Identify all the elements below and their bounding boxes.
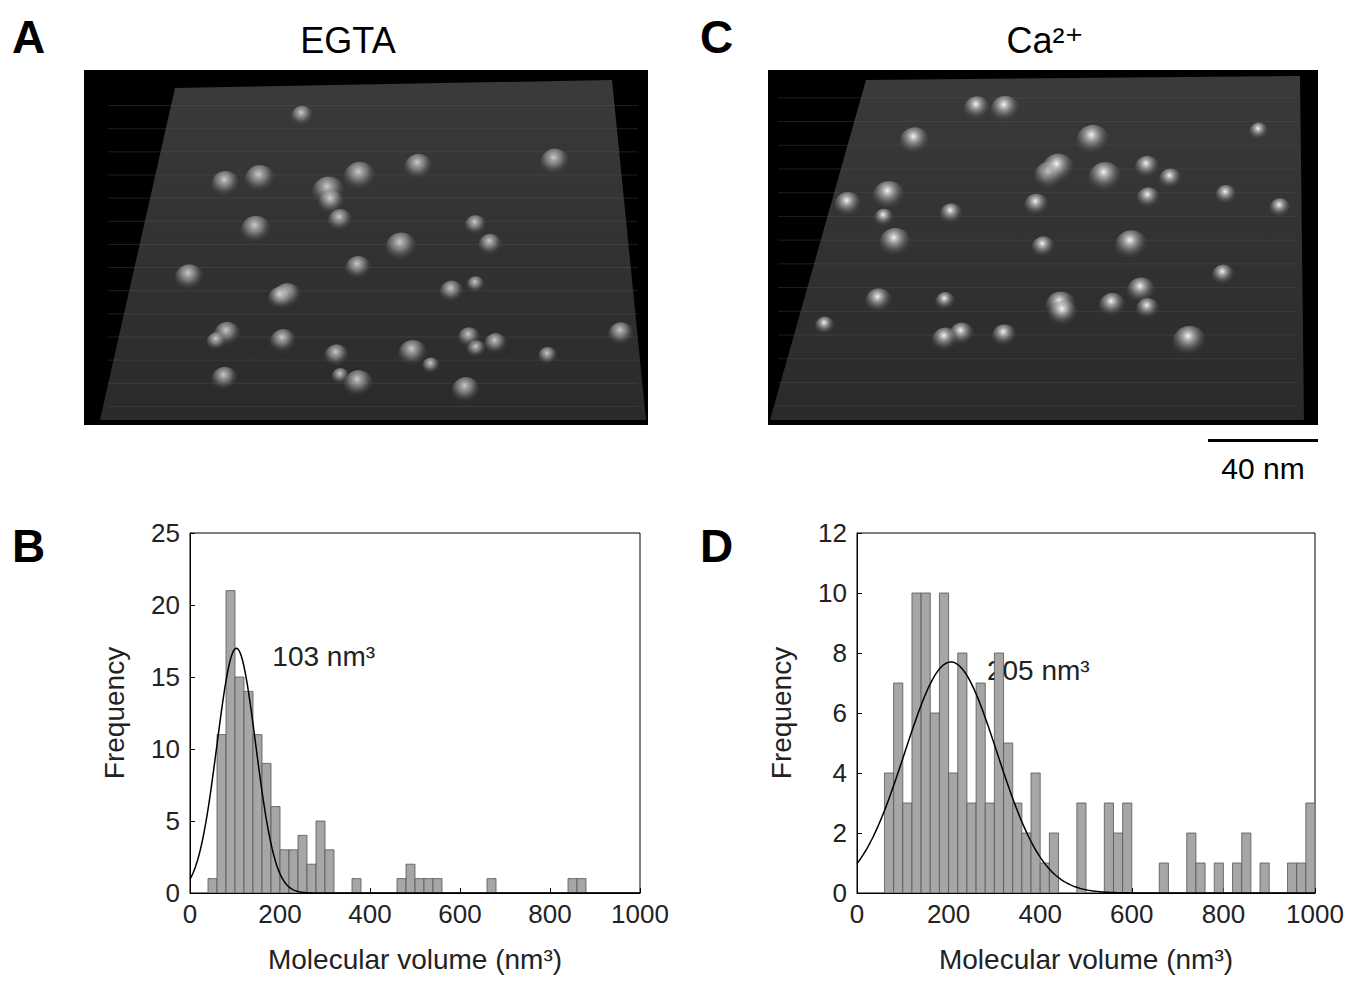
- svg-text:1000: 1000: [1286, 899, 1344, 929]
- svg-text:600: 600: [438, 899, 481, 929]
- svg-text:5: 5: [166, 806, 180, 836]
- svg-text:10: 10: [151, 734, 180, 764]
- svg-text:Ca²⁺: Ca²⁺: [1006, 20, 1083, 61]
- svg-text:6: 6: [833, 698, 847, 728]
- svg-text:Frequency: Frequency: [766, 647, 797, 779]
- svg-text:Frequency: Frequency: [99, 647, 130, 779]
- svg-text:103 nm³: 103 nm³: [272, 641, 375, 672]
- svg-text:800: 800: [528, 899, 571, 929]
- svg-text:200: 200: [258, 899, 301, 929]
- svg-text:Molecular volume (nm³): Molecular volume (nm³): [268, 944, 562, 975]
- svg-text:205 nm³: 205 nm³: [986, 654, 1090, 686]
- svg-text:400: 400: [348, 899, 391, 929]
- svg-text:8: 8: [833, 638, 847, 668]
- svg-text:20: 20: [151, 590, 180, 620]
- svg-text:0: 0: [166, 878, 180, 908]
- svg-text:25: 25: [151, 518, 180, 548]
- svg-text:2: 2: [833, 818, 847, 848]
- svg-text:400: 400: [1019, 899, 1062, 929]
- svg-text:600: 600: [1110, 899, 1153, 929]
- svg-text:4: 4: [833, 758, 847, 788]
- svg-text:A: A: [12, 11, 45, 63]
- svg-text:0: 0: [850, 899, 864, 929]
- svg-text:12: 12: [818, 518, 847, 548]
- svg-text:1000: 1000: [611, 899, 669, 929]
- svg-text:15: 15: [151, 662, 180, 692]
- svg-text:10: 10: [818, 578, 847, 608]
- svg-text:Molecular volume (nm³): Molecular volume (nm³): [939, 944, 1233, 975]
- svg-text:C: C: [700, 11, 733, 63]
- svg-text:EGTA: EGTA: [300, 20, 395, 61]
- svg-text:40 nm: 40 nm: [1221, 452, 1304, 485]
- svg-text:D: D: [700, 520, 733, 572]
- svg-text:200: 200: [927, 899, 970, 929]
- svg-text:B: B: [12, 520, 45, 572]
- svg-text:0: 0: [183, 899, 197, 929]
- svg-text:800: 800: [1202, 899, 1245, 929]
- svg-text:0: 0: [833, 878, 847, 908]
